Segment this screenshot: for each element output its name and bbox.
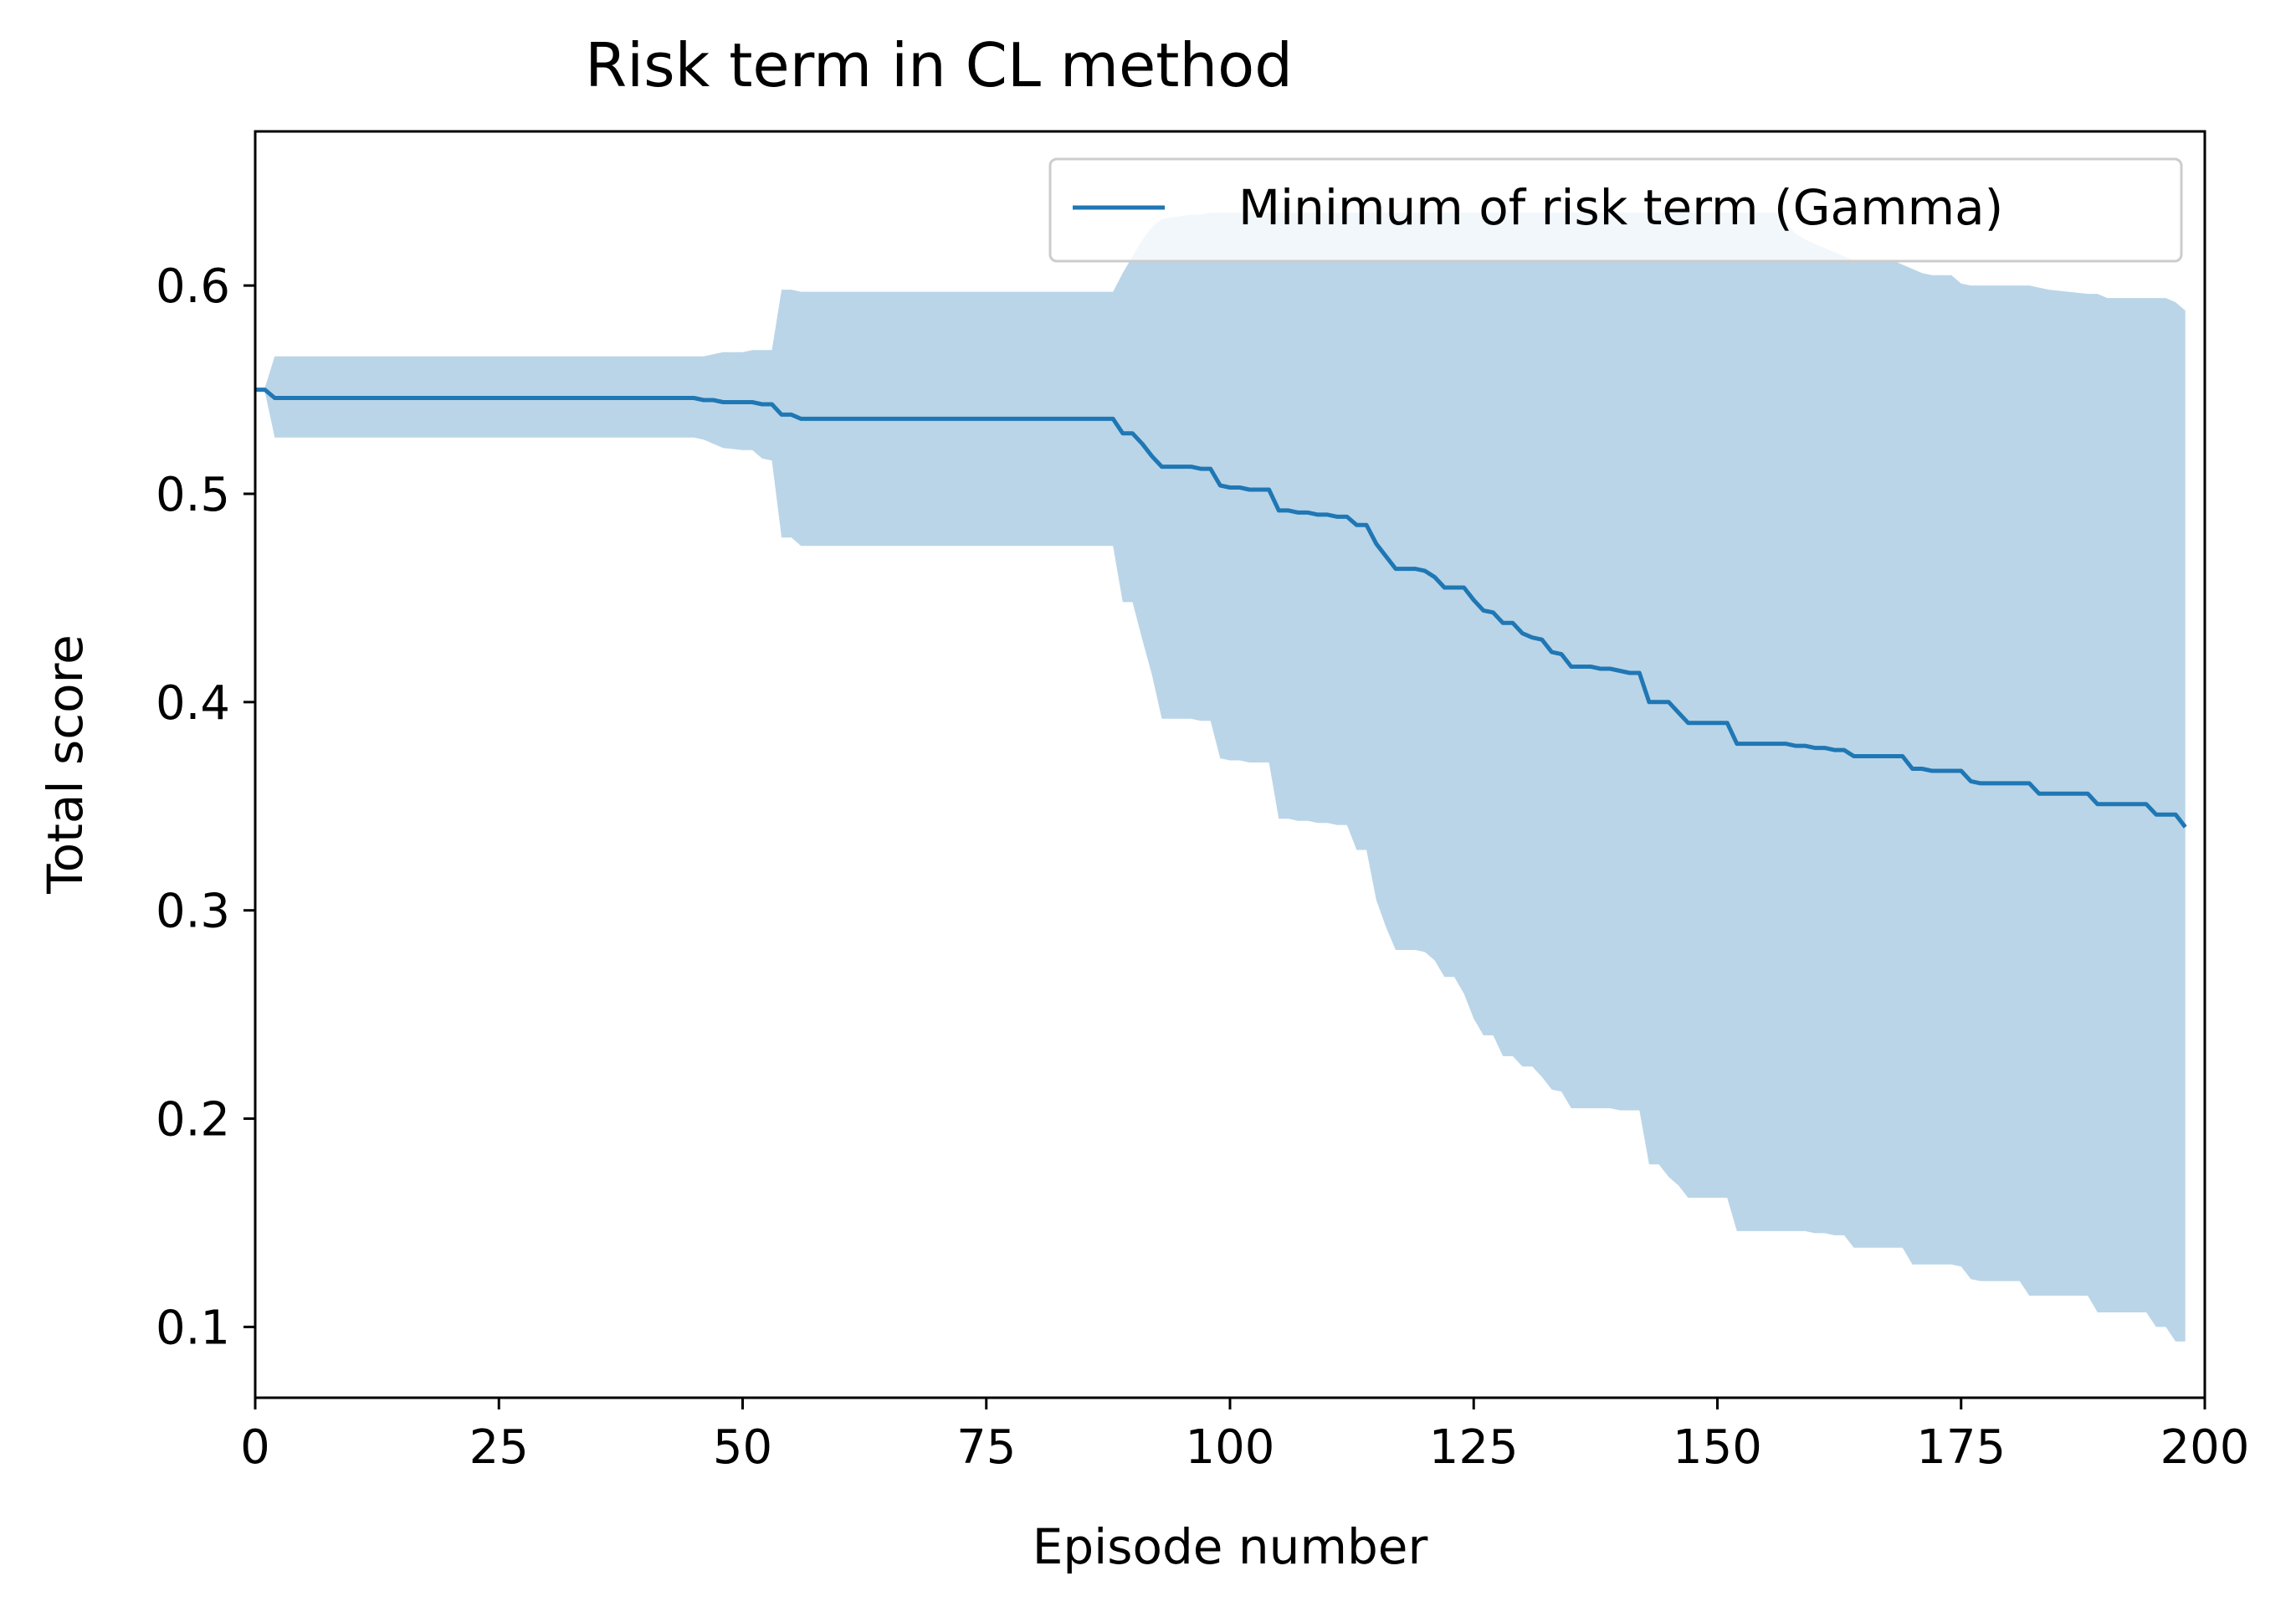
y-tick-label: 0.2 [156,1093,230,1147]
chart-title: Risk term in CL method [585,30,1293,100]
x-tick-label: 125 [1429,1420,1519,1475]
x-tick-label: 75 [956,1420,1016,1475]
series-line [255,388,2187,829]
x-axis-label: Episode number [1033,1518,1428,1575]
legend-box [1048,157,2183,263]
plot-area [255,213,2187,1342]
y-tick-label: 0.4 [156,676,230,731]
x-tick-label: 50 [713,1420,772,1475]
x-tick-label: 200 [2160,1420,2250,1475]
x-tick-label: 100 [1186,1420,1275,1475]
uncertainty-band [255,213,2186,1342]
y-tick-label: 0.1 [156,1301,230,1355]
y-axis-label: Total score [37,634,94,895]
x-tick-label: 0 [240,1420,270,1475]
y-tick-label: 0.3 [156,885,230,939]
legend-label: Minimum of risk term (Gamma) [1238,179,2003,236]
y-tick-label: 0.5 [156,468,230,522]
x-tick-label: 25 [469,1420,529,1475]
legend: Minimum of risk term (Gamma) [1048,157,2183,263]
y-tick-label: 0.6 [156,259,230,314]
y-axis: 0.1 0.2 0.3 0.4 0.5 0.6 [156,259,255,1355]
x-axis: 0 25 50 75 100 125 150 175 200 [240,1398,2249,1475]
x-tick-label: 175 [1916,1420,2006,1475]
x-tick-label: 150 [1673,1420,1762,1475]
